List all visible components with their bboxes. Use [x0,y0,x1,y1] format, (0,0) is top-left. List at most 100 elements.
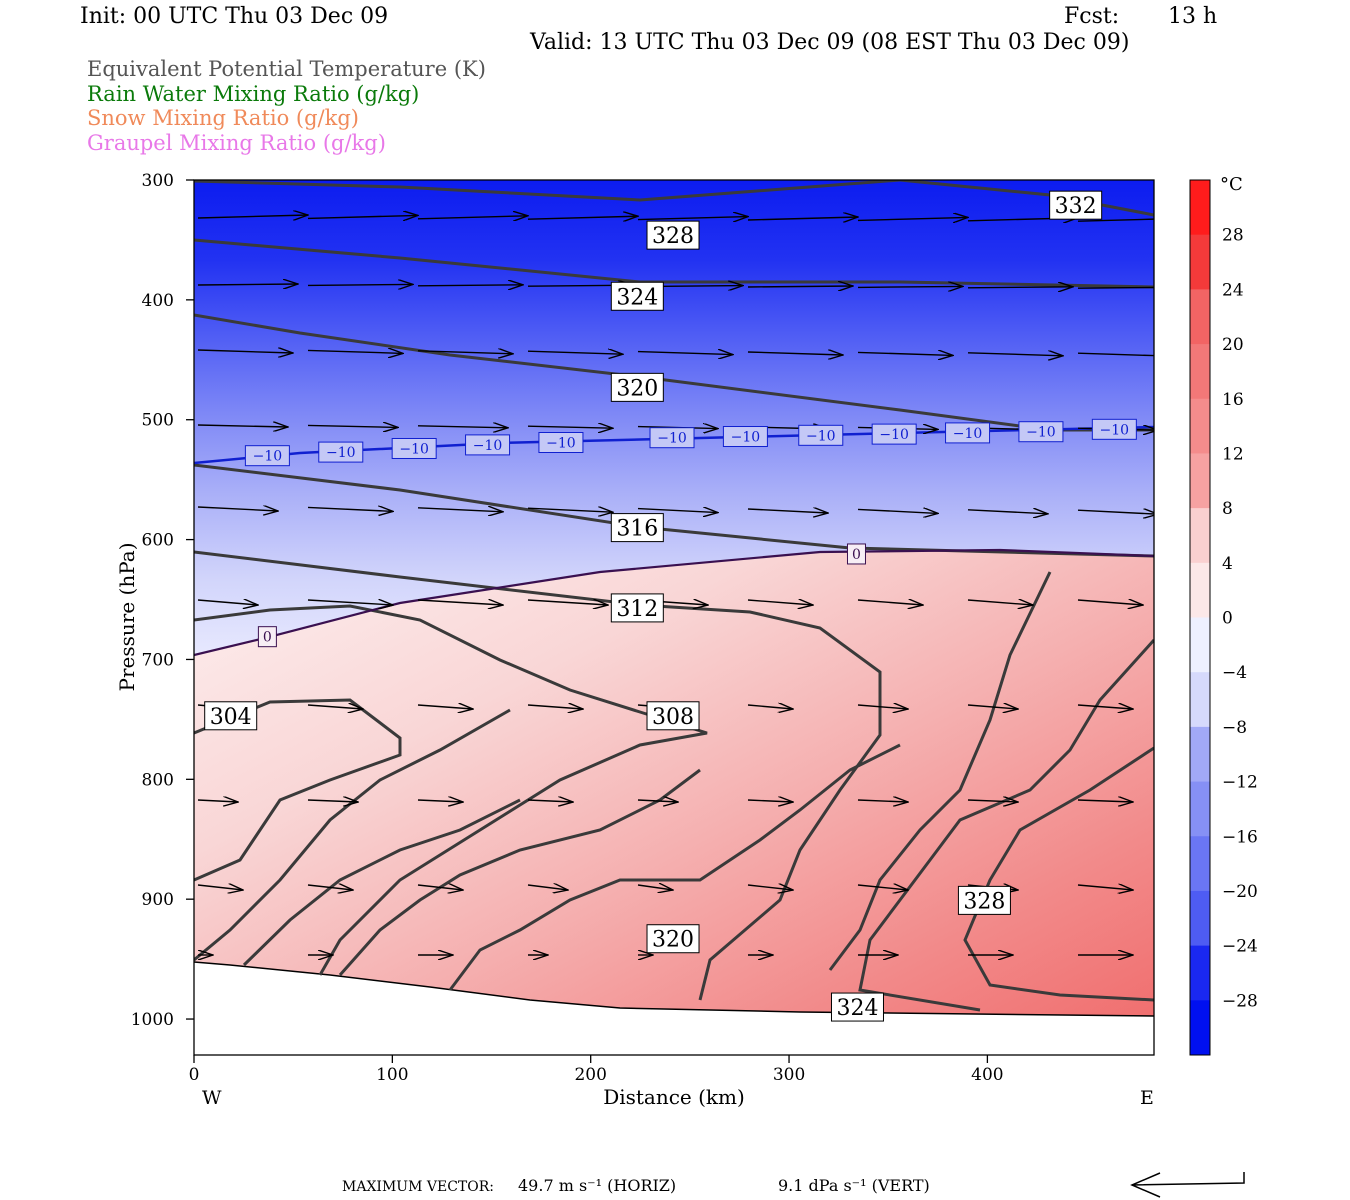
svg-text:−10: −10 [879,427,909,443]
colorbar-tick-label: 24 [1222,280,1244,300]
contour-line [338,768,701,976]
temperature-label: 0 [846,543,866,565]
theta-e-label: 332 [1049,190,1103,220]
wind-vector [307,507,393,511]
wind-vector [967,353,1063,356]
svg-text:332: 332 [1055,194,1097,219]
contour-line [828,571,1052,971]
wind-vector [637,885,673,890]
svg-text:−10: −10 [1026,425,1056,441]
svg-text:316: 316 [616,517,658,542]
wind-vector [967,510,1048,514]
colorbar-swatch [1190,890,1210,947]
wind-vector [307,350,403,353]
svg-text:−10: −10 [731,430,761,446]
field-rain-water-mixing-ratio: Rain Water Mixing Ratio (g/kg) [87,82,420,106]
wind-vector [747,800,793,802]
y-tick-label: 600 [142,531,174,551]
wind-vector [417,351,513,354]
contour-labels: 332 328 324 320 316 312 308 304 320 328 324 −10 −10 −… [204,190,1137,1022]
wind-vector [307,425,398,427]
colorbar-unit: °C [1220,174,1243,195]
wind-vector [417,285,523,286]
temperature-label: −10 [722,426,768,448]
wind-vector [967,287,1073,288]
svg-text:320: 320 [652,928,694,953]
temperature-label: −10 [798,424,844,446]
wind-vector [417,426,508,428]
wind-vector [1077,286,1154,289]
colorbar-swatch [1190,672,1210,728]
temperature-label: −10 [871,423,917,445]
wind-vector [637,217,748,220]
colorbar-tick-label: 28 [1222,226,1244,246]
wind-vector [197,885,243,890]
x-axis: 0 100 200 300 400 [189,1055,1004,1085]
x-tick-label: 400 [971,1065,1003,1085]
wind-vector [967,705,1018,709]
temperature-label: −10 [649,427,695,449]
field-snow-mixing-ratio: Snow Mixing Ratio (g/kg) [87,106,359,130]
y-axis-title: Pressure (hPa) [115,543,139,692]
svg-text:−10: −10 [326,445,356,461]
svg-text:−10: −10 [806,428,836,444]
svg-text:−10: −10 [546,436,576,452]
colorbar-swatch [1190,508,1210,564]
theta-e-label: 324 [610,281,664,311]
wind-vector [417,800,463,802]
colorbar-swatch [1190,234,1210,290]
reference-vector [1131,1172,1245,1186]
colorbar: 28 24 20 16 12 8 4 0 −4 −8 −12 −16 −20 −24 −28 [1189,179,1258,1056]
theta-e-label: 316 [610,513,664,543]
terrain [194,962,1154,1055]
theta-e-label: 320 [610,372,664,402]
wind-vector [197,350,293,353]
wind-vector [527,800,573,802]
colorbar-tick-label: 20 [1222,335,1244,355]
colorbar-swatch [1190,1000,1210,1056]
wind-vector [197,215,308,218]
wind-vector [857,286,963,287]
plot-area: 332 328 324 320 316 312 308 304 320 328 324 −10 −10 −… [194,180,1154,1055]
theta-e-label: 324 [830,992,884,1022]
wind-vector [527,351,623,354]
wind-vector [307,800,358,802]
wind-vector [857,705,908,709]
y-tick-label: 800 [142,770,174,790]
wind-vector [747,217,858,220]
colorbar-tick-label: 4 [1222,554,1233,574]
colorbar-tick-label: −4 [1222,663,1247,683]
colorbar-swatch [1190,836,1210,892]
forecast-label: Fcst: [1064,4,1120,29]
x-axis-west-label: W [202,1087,222,1109]
y-axis: 300 400 500 600 700 800 900 1000 [131,171,194,1030]
theta-e-label: 320 [646,924,700,954]
x-axis-east-label: E [1140,1087,1154,1109]
y-tick-label: 300 [142,171,174,191]
colorbar-swatch [1190,453,1210,509]
temperature-label: −10 [1018,421,1064,443]
wind-vector [417,600,503,605]
colorbar-swatch [1190,945,1210,1001]
svg-text:308: 308 [652,705,694,730]
wind-vector [857,352,953,355]
theta-e-label: 304 [204,701,258,731]
contour-line [194,180,901,202]
colorbar-tick-label: 0 [1222,609,1233,629]
x-tick-label: 300 [773,1065,805,1085]
wind-vector [967,800,1018,802]
wind-vector [307,284,413,285]
wind-vector [1077,800,1133,802]
wind-vector [307,215,418,218]
wind-vector [527,885,568,890]
forecast-hour: 13 h [1168,4,1218,29]
wind-vector [527,705,583,709]
max-vector-label: MAXIMUM VECTOR: [342,1179,494,1195]
wind-vector [637,352,733,355]
wind-vector [1077,510,1154,514]
svg-text:324: 324 [616,285,658,310]
x-tick-label: 100 [376,1065,408,1085]
svg-text:328: 328 [963,889,1005,914]
wind-vector [1077,885,1133,890]
svg-text:324: 324 [836,996,878,1021]
